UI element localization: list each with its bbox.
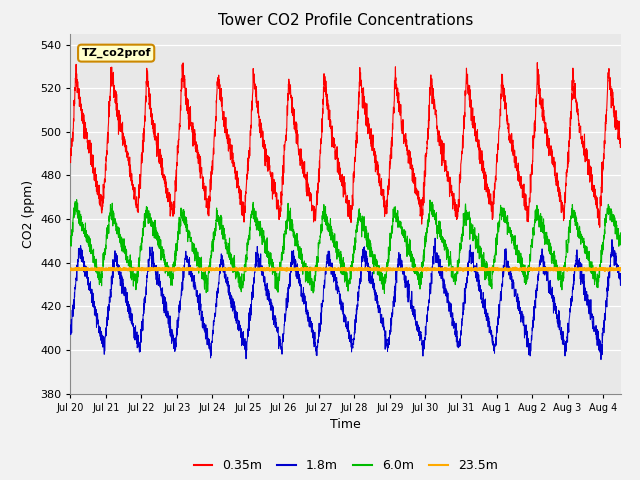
Title: Tower CO2 Profile Concentrations: Tower CO2 Profile Concentrations <box>218 13 474 28</box>
Y-axis label: CO2 (ppm): CO2 (ppm) <box>22 180 35 248</box>
Text: TZ_co2prof: TZ_co2prof <box>81 48 151 58</box>
Legend: 0.35m, 1.8m, 6.0m, 23.5m: 0.35m, 1.8m, 6.0m, 23.5m <box>189 455 502 477</box>
X-axis label: Time: Time <box>330 418 361 431</box>
